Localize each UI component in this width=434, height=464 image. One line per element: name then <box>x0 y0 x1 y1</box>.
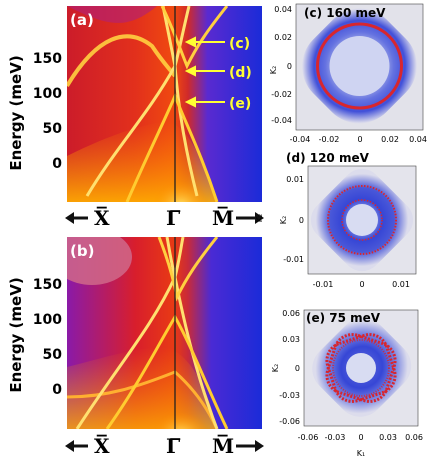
panel-a-k-label-m: M̅ <box>212 205 234 230</box>
panel-a-annotation-e: (e) <box>229 96 251 112</box>
panel-e-xtick: -0.03 <box>325 433 346 442</box>
panel-e-ytick: -0.03 <box>279 391 300 400</box>
panel-c-ytick: 0.02 <box>274 33 292 42</box>
panel-d-title: (d) 120 meV <box>286 151 370 165</box>
panel-d-ytick: 0 <box>299 216 304 225</box>
panel-a-yticks-svg: 150 100 50 0 <box>33 51 63 172</box>
panel-c-xtick: -0.02 <box>319 135 340 144</box>
left-arrow-icon <box>65 440 88 452</box>
panel-c-ytick: 0.04 <box>274 5 292 14</box>
panel-a-annotation-c: (c) <box>229 36 250 52</box>
panel-d-ytick: 0.01 <box>286 175 304 184</box>
panel-b-ylabel-svg: Energy (meV) <box>7 277 25 392</box>
panel-a-ytick: 100 <box>33 86 62 102</box>
panel-e-y-axis-label: K₂ <box>271 364 280 372</box>
panel-d-ytick: -0.01 <box>283 255 304 264</box>
panel-b-label: (b) <box>70 242 94 260</box>
panel-b-yticks-svg: 150 100 50 0 <box>33 277 63 398</box>
panel-e-xtick: 0 <box>358 433 363 442</box>
panel-c-ytick: -0.04 <box>271 116 292 125</box>
panel-a-ytick: 0 <box>52 156 62 172</box>
panel-b-ytick: 50 <box>43 347 63 363</box>
panel-c-title: (c) 160 meV <box>304 6 386 20</box>
panel-c-ytick: -0.02 <box>271 90 292 99</box>
panel-a-label: (a) <box>70 11 94 29</box>
panel-d: (d) 120 meV 0.01 0 -0.01 -0.01 0 0.01 K₂ <box>279 151 417 289</box>
panel-a-ytick: 150 <box>33 51 62 67</box>
panel-d-y-axis-label: K₂ <box>279 216 288 224</box>
panel-d-xtick: 0.01 <box>392 280 410 289</box>
panel-e-ytick: 0.06 <box>282 309 300 318</box>
panel-a-heatmap: (a) (c) (d) (e) <box>67 6 262 202</box>
panel-e-x-axis-label: K₁ <box>357 449 365 458</box>
panel-a-k-label-x: X̅ <box>94 205 110 230</box>
panel-b-k-label-m: M̅ <box>212 433 234 458</box>
panel-c-xtick: 0.02 <box>381 135 399 144</box>
panel-d-xtick: -0.01 <box>313 280 334 289</box>
panel-b-k-axis: X̅ Γ̅ M̅ <box>65 433 264 458</box>
right-arrow-icon <box>236 440 264 452</box>
panel-a-k-label-gamma: Γ̅ <box>166 206 180 230</box>
panel-a-k-axis: X̅ Γ̅ M̅ <box>65 205 264 230</box>
panel-c-xtick: -0.04 <box>290 135 311 144</box>
panel-a-annotation-d: (d) <box>229 65 252 81</box>
panel-c-xtick: 0 <box>357 135 362 144</box>
panel-b-ytick: 0 <box>52 382 62 398</box>
panel-b-heatmap: (b) <box>67 237 262 429</box>
panel-c-xtick: 0.04 <box>409 135 427 144</box>
panel-b-yticks: 150 100 50 0 <box>24 236 66 436</box>
right-arrow-icon <box>236 212 264 224</box>
panel-e-ytick: -0.06 <box>279 417 300 426</box>
panel-c: (c) 160 meV 0.04 0.02 0 -0.02 -0.04 -0.0… <box>269 3 427 144</box>
panel-d-xtick: 0 <box>359 280 364 289</box>
panel-a-ylabel-svg: Energy (meV) <box>7 55 25 170</box>
panel-c-y-axis-label: K₂ <box>269 66 278 74</box>
panel-b-y-title: Energy (meV) <box>7 277 25 392</box>
panel-d-side: K₂ <box>255 214 264 222</box>
panel-d-side-label: K₂ <box>255 214 264 222</box>
panel-a-ylabel: Energy (meV) <box>2 18 28 188</box>
panel-e-title: (e) 75 meV <box>306 311 381 325</box>
left-arrow-icon <box>65 212 88 224</box>
panel-e: (e) 75 meV 0.06 0.03 0 -0.03 -0.06 -0.06… <box>271 309 423 458</box>
panel-b-ytick: 150 <box>33 277 62 293</box>
panel-a-ytick: 50 <box>43 121 63 137</box>
panel-e-ytick: 0 <box>295 364 300 373</box>
panel-b-ytick: 100 <box>33 312 62 328</box>
panel-b-k-label-x: X̅ <box>94 433 110 458</box>
panel-a-y-title: Energy (meV) <box>7 55 25 170</box>
panel-e-xtick: 0.03 <box>379 433 397 442</box>
panel-e-xtick: 0.06 <box>405 433 423 442</box>
panel-b-ylabel: Energy (meV) <box>2 250 28 420</box>
panel-a-yticks: 150 100 50 0 <box>24 0 66 210</box>
panel-b-k-label-gamma: Γ̅ <box>166 434 180 458</box>
panel-e-xtick: -0.06 <box>298 433 319 442</box>
panel-c-ytick: 0 <box>287 62 292 71</box>
panel-e-ytick: 0.03 <box>282 335 300 344</box>
